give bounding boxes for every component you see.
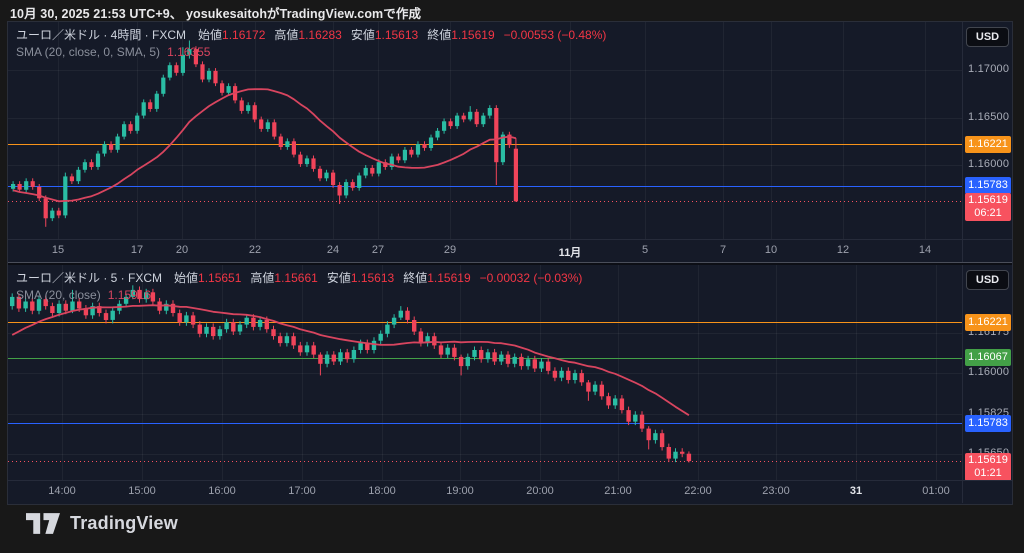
time-axis-label: 31 [849,485,863,497]
time-axis-label: 20 [175,244,189,256]
sma-legend[interactable]: SMA (20, close, 0, SMA, 5) [16,45,161,59]
time-axis-label: 14 [918,244,932,256]
price-badge-current: 1.15619 06:21 [965,193,1011,221]
sma-legend[interactable]: SMA (20, close) [16,288,101,302]
price-badge-current: 1.15619 01:21 [965,453,1011,481]
plot-area-5m[interactable]: ユーロ／米ドル · 5 · FXCM 始値1.15651 高値1.15661 安… [8,265,962,481]
time-axis-4h[interactable]: 15 17 20 22 24 27 29 11月 5 7 10 12 14 [8,239,1012,262]
price-axis-label: 1.16000 [968,366,1010,378]
time-axis-label: 15 [51,244,65,256]
sma-line [11,304,690,416]
time-axis-label: 15:00 [128,485,156,497]
price-axis-label: 1.17000 [968,63,1010,75]
time-axis-label: 16:00 [208,485,236,497]
currency-usd-button[interactable]: USD [966,270,1009,290]
time-axis-label: 18:00 [368,485,396,497]
time-axis-5m[interactable]: 14:00 15:00 16:00 17:00 18:00 19:00 20:00 21:00… [8,480,1012,503]
price-badge-orange: 1.16221 [965,314,1011,331]
attribution-text: 10月 30, 2025 21:53 UTC+9、 yosukesaitohがT… [10,7,422,21]
candles-group [10,285,692,463]
sma-line [12,88,517,203]
candles-group [11,40,518,227]
price-axis-5m[interactable]: USD 1.161751.158251.160001.156501.162211… [962,265,1012,503]
time-axis-label: 21:00 [604,485,632,497]
ohlc-close: 終値1.15619 [427,28,495,42]
time-axis-label: 10 [764,244,778,256]
price-axis-label: 1.16000 [968,158,1010,170]
ohlc-open: 始値1.15651 [174,271,242,285]
time-axis-label: 23:00 [762,485,790,497]
tradingview-logo-text: TradingView [70,513,178,533]
price-change: −0.00553 (−0.48%) [503,28,607,42]
time-axis-label: 27 [371,244,385,256]
symbol-title[interactable]: ユーロ／米ドル · 5 · FXCM [16,271,162,285]
sma-value: 1.16355 [167,45,211,59]
ohlc-high: 高値1.16283 [274,28,342,42]
chart-legend: ユーロ／米ドル · 5 · FXCM 始値1.15651 高値1.15661 安… [16,269,582,302]
plot-area-4h[interactable]: ユーロ／米ドル · 4時間 · FXCM 始値1.16172 高値1.16283… [8,22,962,240]
price-axis-4h[interactable]: USD 1.17000 1.16500 1.16000 1.16221 1.15783 1… [962,22,1012,262]
chart-widget: ユーロ／米ドル · 4時間 · FXCM 始値1.16172 高値1.16283… [8,22,1012,504]
panel-separator[interactable] [8,262,1012,265]
time-axis-label: 24 [326,244,340,256]
time-axis-label: 22 [248,244,262,256]
time-axis-label: 29 [443,244,457,256]
candlestick-chart[interactable] [8,265,962,481]
ohlc-close: 終値1.15619 [403,271,471,285]
time-axis-label: 01:00 [922,485,950,497]
time-axis-label: 14:00 [48,485,76,497]
time-axis-label: 20:00 [526,485,554,497]
time-axis-label: 22:00 [684,485,712,497]
time-axis-label: 17:00 [288,485,316,497]
time-axis-label: 17 [130,244,144,256]
candlestick-chart[interactable] [8,22,962,240]
time-axis-label: 12 [836,244,850,256]
time-axis-label: 11月 [558,247,582,259]
ohlc-low: 安値1.15613 [326,271,395,285]
currency-usd-button[interactable]: USD [966,27,1009,47]
chart-panel-4h: ユーロ／米ドル · 4時間 · FXCM 始値1.16172 高値1.16283… [8,22,1012,262]
price-change: −0.00032 (−0.03%) [479,271,583,285]
ohlc-open: 始値1.16172 [198,28,266,42]
time-axis-label: 7 [719,244,727,256]
price-badge-orange: 1.16221 [965,136,1011,153]
symbol-title[interactable]: ユーロ／米ドル · 4時間 · FXCM [16,28,186,42]
ohlc-high: 高値1.15661 [250,271,318,285]
price-badge-blue: 1.15783 [965,177,1011,194]
tradingview-logo-icon [26,513,60,534]
time-axis-label: 19:00 [446,485,474,497]
chart-panel-5m: ユーロ／米ドル · 5 · FXCM 始値1.15651 高値1.15661 安… [8,265,1012,503]
price-badge-blue: 1.15783 [965,415,1011,432]
tradingview-logo[interactable]: TradingView [26,513,178,534]
price-badge-green: 1.16067 [965,349,1011,366]
price-axis-label: 1.16500 [968,111,1010,123]
ohlc-low: 安値1.15613 [350,28,419,42]
sma-value: 1.15916 [107,288,152,302]
time-axis-label: 5 [641,244,649,256]
chart-legend: ユーロ／米ドル · 4時間 · FXCM 始値1.16172 高値1.16283… [16,26,606,59]
